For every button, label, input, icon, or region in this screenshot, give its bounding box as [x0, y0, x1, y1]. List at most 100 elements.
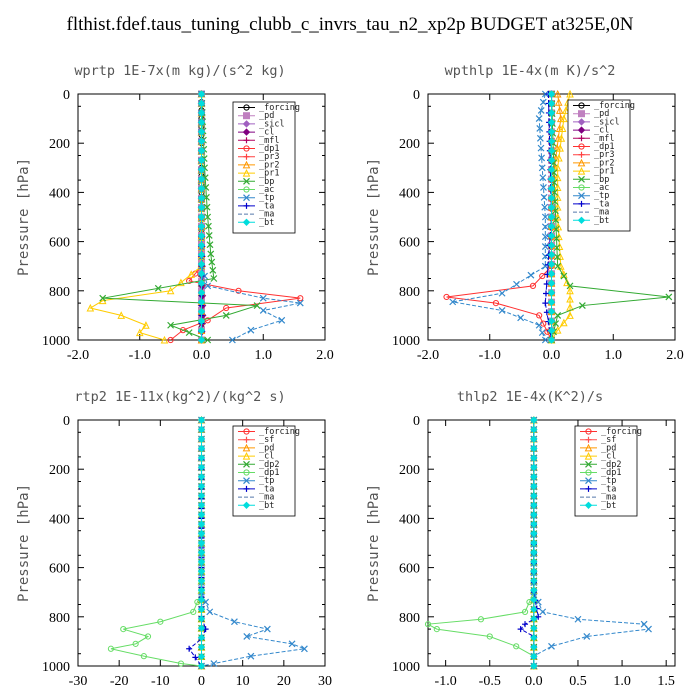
data-point [541, 252, 549, 260]
legend-marker [242, 443, 251, 452]
y-tick-label: 400 [49, 186, 70, 201]
panel-title: rtp2 1E-11x(kg^2)/(kg^2 s) [74, 389, 285, 405]
data-point [542, 300, 549, 307]
series-dp1 [424, 416, 537, 670]
data-point [530, 558, 538, 566]
data-point [247, 652, 255, 660]
data-point [300, 645, 308, 653]
legend-marker [578, 102, 585, 109]
data-point [645, 625, 652, 633]
data-point [530, 529, 538, 538]
data-point [107, 645, 115, 652]
data-point [197, 614, 206, 623]
data-point [498, 289, 506, 297]
data-point [177, 660, 185, 667]
x-tick-label: 20 [277, 674, 291, 689]
data-point [547, 128, 556, 136]
y-tick-label: 0 [413, 88, 420, 103]
legend-label: _ma [601, 493, 616, 503]
legend-marker [243, 477, 250, 485]
legend-marker [578, 192, 585, 200]
data-point [259, 294, 267, 302]
data-point [560, 318, 568, 327]
legend-label: _pr3 [259, 152, 279, 162]
data-point [197, 482, 206, 490]
data-point [197, 548, 206, 557]
legend-marker [577, 118, 586, 126]
legend: _forcing_sf_pd_cl_dp2_dp1_tp_ta_ma_bt [574, 425, 642, 517]
data-point [530, 473, 538, 481]
series-bt [197, 416, 206, 670]
data-point [243, 633, 251, 640]
data-point [547, 109, 556, 117]
legend-marker [243, 469, 250, 476]
data-point [167, 321, 175, 329]
x-tick-label: 0.0 [193, 348, 211, 363]
legend-label: _dp2 [601, 460, 621, 470]
data-point [278, 316, 286, 324]
legend-label: _ma [259, 210, 274, 220]
panel-title: wprtp 1E-7x(m kg)/(s^2 kg) [74, 63, 285, 79]
y-tick-label: 1000 [392, 334, 420, 349]
legend-marker [585, 469, 592, 476]
legend-marker [243, 177, 250, 185]
data-point [530, 491, 538, 500]
legend-box [574, 425, 638, 517]
data-point [547, 288, 556, 297]
data-point [539, 608, 547, 616]
data-point [541, 336, 549, 344]
series-ta [517, 417, 542, 669]
data-point [547, 118, 556, 127]
data-point [205, 222, 212, 230]
legend: _forcing_pd_sicl_cl_mfl_dp1_pr3_pr2_pr1_… [232, 101, 300, 234]
data-point [547, 184, 556, 193]
data-point [554, 222, 563, 231]
data-point [530, 501, 538, 509]
data-point [477, 616, 485, 623]
legend-label: _mfl [594, 134, 614, 144]
data-point [578, 302, 586, 309]
x-tick-label: 1.0 [605, 348, 623, 363]
legend-marker [585, 428, 592, 435]
data-point [541, 203, 549, 211]
legend-marker [585, 485, 592, 492]
legend-label: _tp [259, 476, 274, 486]
data-point [547, 270, 556, 278]
data-point [540, 184, 547, 191]
legend-label: _dp1 [259, 468, 279, 478]
data-point [166, 286, 175, 295]
y-tick-label: 800 [399, 611, 420, 626]
legend-label: _cl [259, 452, 274, 462]
data-point [537, 106, 545, 114]
series-line [201, 420, 307, 667]
legend-marker [242, 120, 251, 128]
x-tick-label: 0.0 [525, 674, 543, 689]
legend-label: _bp [259, 177, 274, 187]
data-point [517, 626, 524, 633]
legend-label: _pr3 [594, 150, 614, 160]
data-point [530, 633, 538, 642]
data-point [540, 193, 548, 201]
legend-label: _pd [594, 109, 609, 119]
data-point [179, 327, 187, 334]
legend-label: _sf [259, 435, 274, 445]
y-tick-label: 800 [49, 285, 70, 300]
legend-label: _bt [259, 501, 274, 511]
data-point [197, 662, 206, 670]
series-line [170, 94, 301, 341]
data-point [197, 463, 206, 472]
data-point [530, 548, 538, 557]
data-point [539, 272, 546, 280]
data-point [566, 89, 574, 98]
data-point [541, 213, 549, 221]
data-point [197, 279, 206, 287]
series-tp [449, 90, 549, 344]
data-point [554, 98, 563, 106]
legend-marker [243, 428, 250, 435]
y-tick-label: 600 [399, 236, 420, 251]
legend-marker [578, 151, 585, 158]
x-tick-label: 30 [318, 674, 332, 689]
data-point [547, 222, 556, 231]
data-point [566, 286, 574, 295]
data-point [547, 203, 556, 212]
